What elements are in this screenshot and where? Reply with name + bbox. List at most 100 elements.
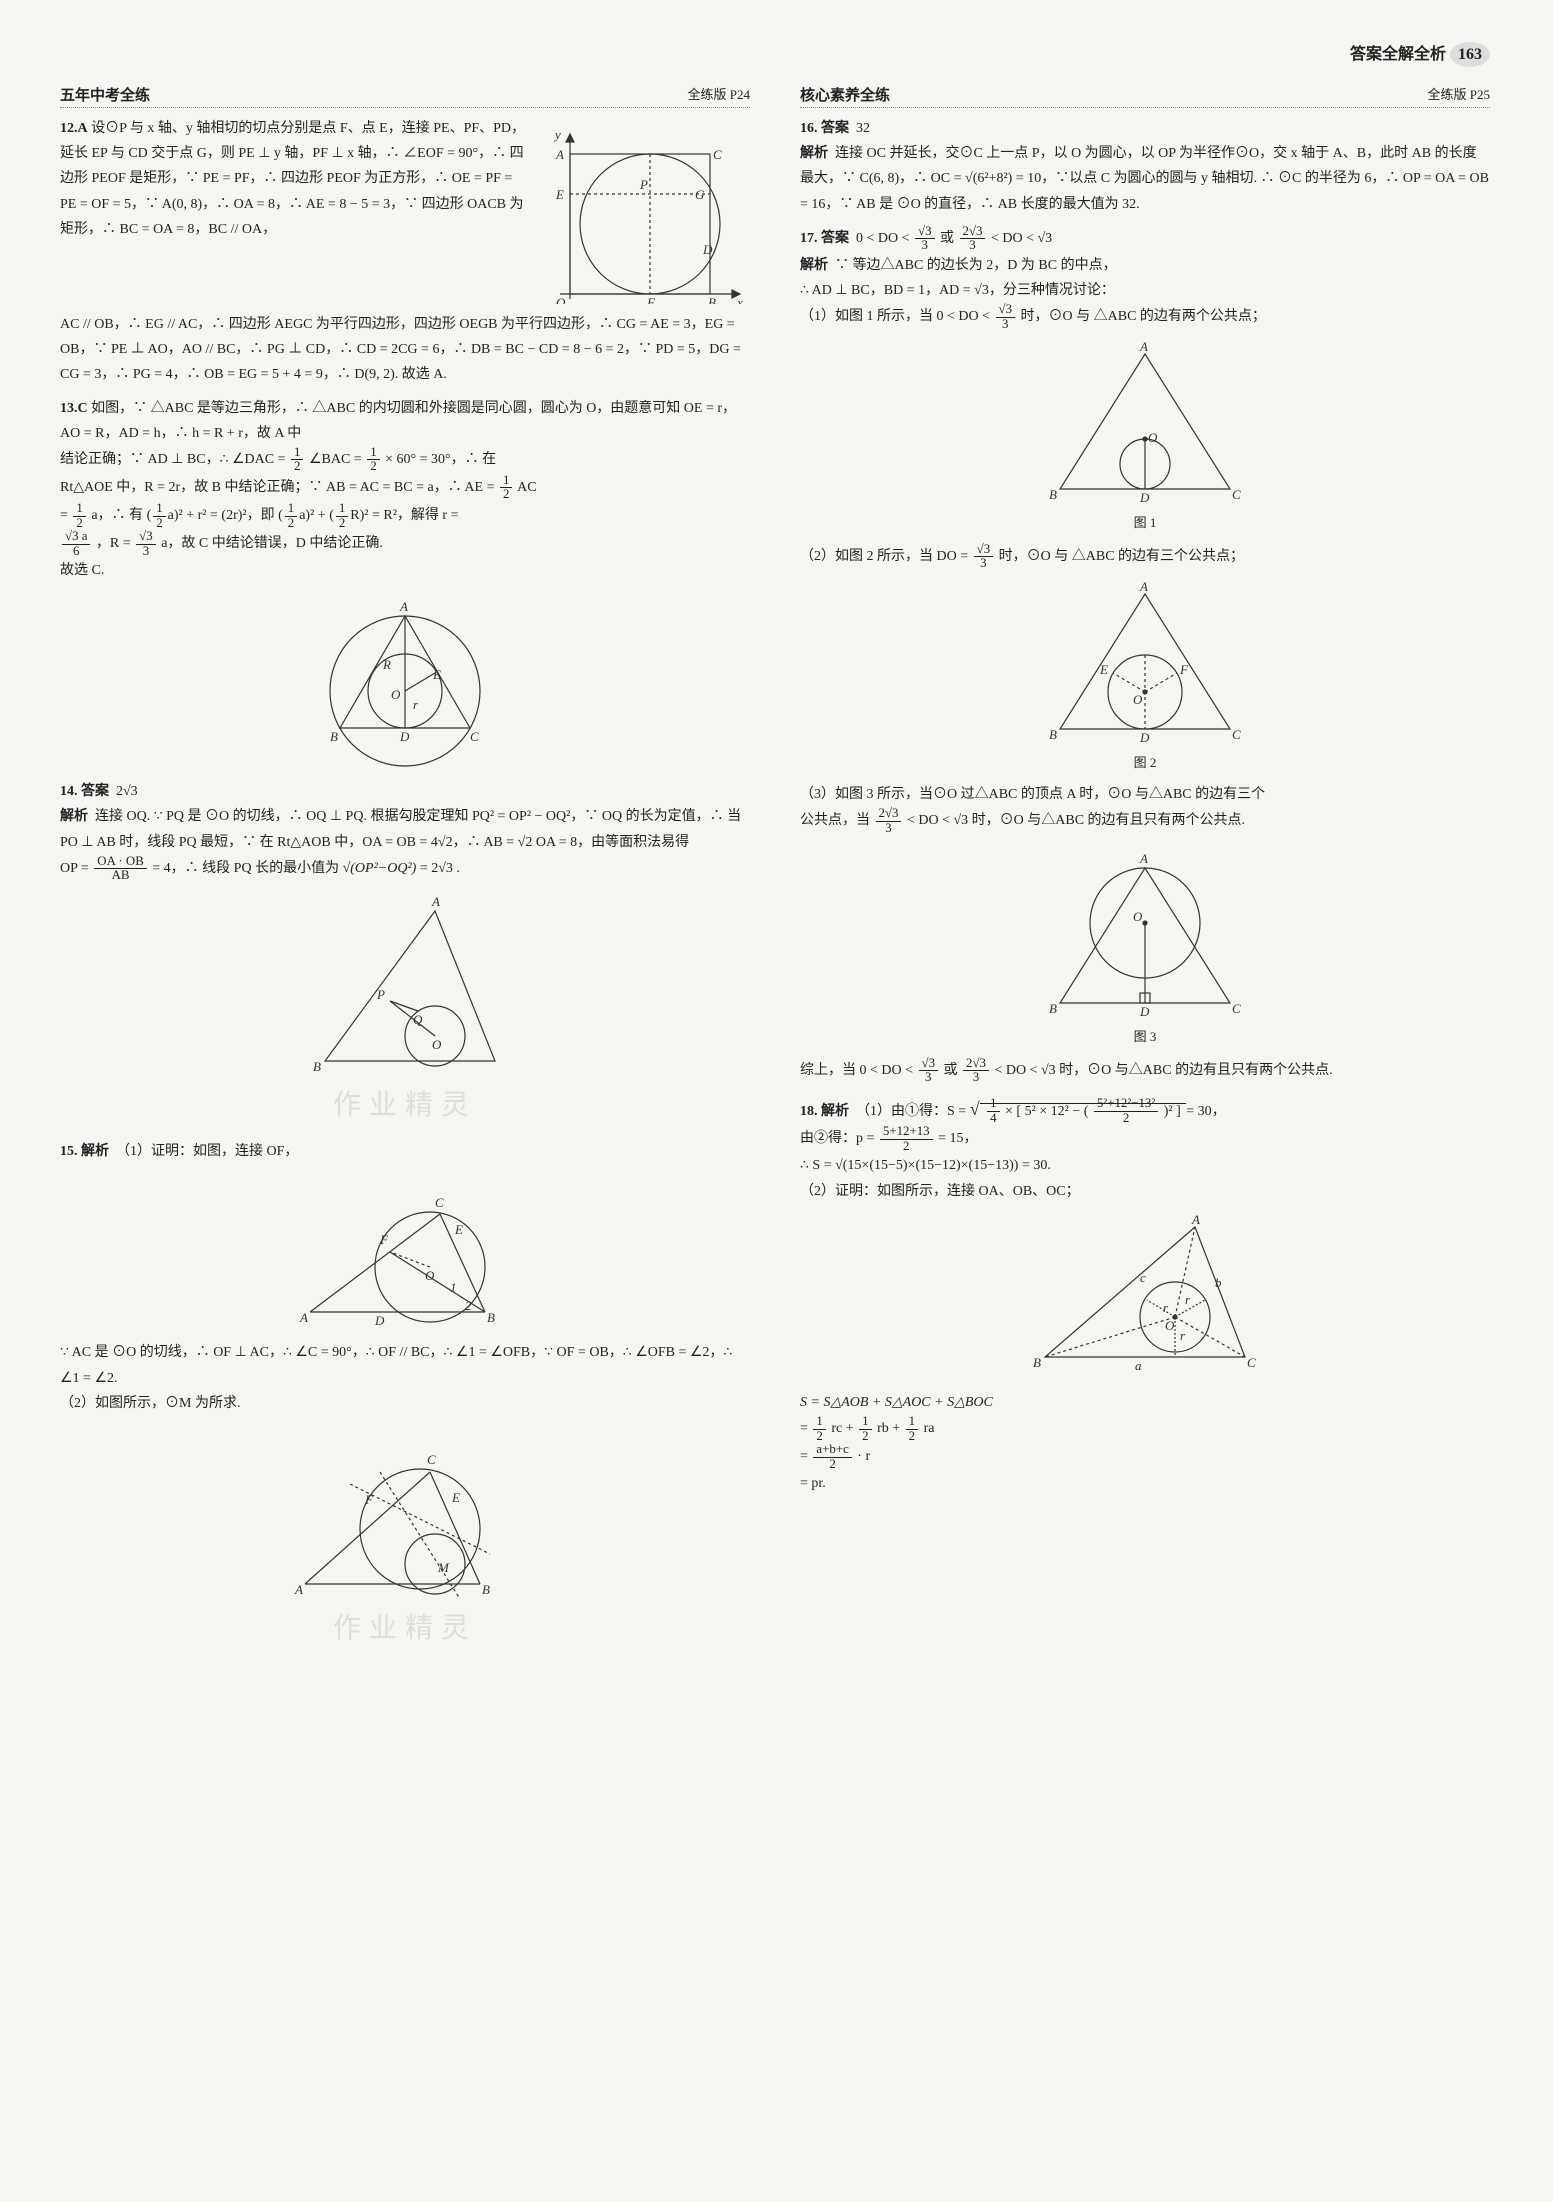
svg-text:B: B: [330, 729, 338, 744]
svg-text:A: A: [299, 1310, 308, 1325]
q15-figure-2: C F E A M B 作业精灵: [60, 1424, 750, 1654]
page-body: 五年中考全练 全练版 P24 12.A 设⊙P 与 x 轴、y 轴相切的切点分别…: [60, 84, 1490, 1662]
q15-body-b: ∵ AC 是 ⊙O 的切线，∴ OF ⊥ AC，∴ ∠C = 90°，∴ OF …: [60, 1340, 750, 1390]
q13: 13.C 如图，∵ △ABC 是等边三角形，∴ △ABC 的内切圆和外接圆是同心…: [60, 396, 750, 772]
svg-text:c: c: [1140, 1270, 1146, 1285]
svg-text:P: P: [376, 987, 385, 1002]
svg-text:1: 1: [450, 1280, 457, 1295]
q17-body-h: 公共点，当: [800, 813, 870, 828]
svg-text:r: r: [1185, 1292, 1191, 1307]
right-column: 核心素养全练 全练版 P25 16. 答案 32 解析 连接 OC 并延长，交⊙…: [800, 84, 1490, 1662]
q18-body-m: · r: [857, 1449, 870, 1464]
svg-text:F: F: [364, 1492, 374, 1507]
q14-body-a: 连接 OQ. ∵ PQ 是 ⊙O 的切线，∴ OQ ⊥ PQ. 根据勾股定理知 …: [60, 809, 741, 849]
svg-text:O: O: [1165, 1318, 1175, 1333]
q13-body-a: 如图，∵ △ABC 是等边三角形，∴ △ABC 的内切圆和外接圆是同心圆，圆心为…: [60, 401, 736, 441]
svg-text:M: M: [437, 1560, 450, 1575]
q17-fig3-cap: 图 3: [800, 1025, 1490, 1048]
q14-num: 14.: [60, 784, 78, 799]
q17-body-c: （1）如图 1 所示，当 0 < DO <: [800, 309, 990, 324]
svg-text:O: O: [556, 295, 566, 304]
q17-ans-label: 答案: [821, 231, 849, 246]
q17-fig2-cap: 图 2: [800, 751, 1490, 774]
q17-exp-label: 解析: [800, 258, 828, 273]
q14-figure: A P Q B O 作业精灵: [60, 891, 750, 1131]
q14-body-c: = 4，∴ 线段 PQ 长的最小值为: [152, 861, 342, 876]
q13-body-c: ∠BAC =: [309, 452, 362, 467]
q18-num: 18.: [800, 1104, 818, 1119]
watermark-1: 作业精灵: [60, 1081, 750, 1131]
svg-text:C: C: [470, 729, 479, 744]
svg-text:D: D: [399, 729, 410, 744]
svg-text:2: 2: [465, 1298, 472, 1313]
q12-body-a: 设⊙P 与 x 轴、y 轴相切的切点分别是点 F、点 E，连接 PE、PF、PD…: [60, 121, 525, 237]
q12: 12.A 设⊙P 与 x 轴、y 轴相切的切点分别是点 F、点 E，连接 PE、…: [60, 116, 750, 388]
q15-num: 15.: [60, 1144, 78, 1159]
svg-text:A: A: [399, 599, 408, 614]
q13-body-f: AC: [517, 480, 536, 495]
q16-ans: 32: [856, 121, 870, 136]
q18-body-h: =: [800, 1421, 808, 1436]
q17-body-l: < DO < √3 时，⊙O 与△ABC 的边有且只有两个公共点.: [994, 1063, 1332, 1078]
q13-body-e: Rt△AOE 中，R = 2r，故 B 中结论正确；∵ AB = AC = BC…: [60, 480, 495, 495]
q17-figure-2: A E F O B D C 图 2: [800, 579, 1490, 774]
right-section-head: 核心素养全练 全练版 P25: [800, 84, 1490, 108]
q15-exp-label: 解析: [81, 1144, 109, 1159]
q18-body-b: = 30，: [1186, 1104, 1225, 1119]
svg-text:G: G: [695, 187, 705, 202]
svg-text:C: C: [435, 1195, 444, 1210]
q13-body-m: a，故 C 中结论错误，D 中结论正确.: [161, 536, 383, 551]
q14-ans-label: 答案: [81, 784, 109, 799]
q13-body-g: =: [60, 508, 68, 523]
q17-figure-1: A O B D C 图 1: [800, 339, 1490, 534]
q14-exp-label: 解析: [60, 809, 88, 824]
svg-text:A: A: [555, 147, 564, 162]
svg-text:x: x: [736, 295, 743, 304]
q18-body-g: S = S△AOB + S△AOC + S△BOC: [800, 1390, 1490, 1415]
svg-text:b: b: [1215, 1275, 1222, 1290]
svg-text:y: y: [553, 127, 561, 142]
q12-body-b: AC // OB，∴ EG // AC，∴ 四边形 AEGC 为平行四边形，四边…: [60, 312, 750, 388]
q15-figure-1: C E F O 1 2 A D B: [60, 1172, 750, 1332]
svg-text:C: C: [1232, 487, 1241, 502]
q17-body-j: 综上，当 0 < DO <: [800, 1063, 913, 1078]
q13-body-j: +: [318, 508, 326, 523]
left-section-ref: 全练版 P24: [688, 84, 750, 105]
svg-text:O: O: [1133, 909, 1143, 924]
svg-text:O: O: [1148, 430, 1158, 445]
svg-text:r: r: [413, 697, 419, 712]
q18-body-d: = 15，: [938, 1132, 977, 1147]
svg-text:A: A: [294, 1582, 303, 1597]
svg-text:a: a: [1135, 1358, 1142, 1373]
q13-body-d: × 60° = 30°，∴ 在: [385, 452, 496, 467]
q17-figure-3: A O B D C 图 3: [800, 843, 1490, 1048]
q16-body: 连接 OC 并延长，交⊙C 上一点 P，以 O 为圆心，以 OP 为半径作⊙O，…: [800, 146, 1489, 211]
svg-text:E: E: [432, 667, 441, 682]
svg-text:B: B: [1049, 727, 1057, 742]
q13-figure: A R E O r B D C: [60, 591, 750, 771]
svg-text:O: O: [391, 687, 401, 702]
q17-body-i: < DO < √3 时，⊙O 与△ABC 的边有且只有两个公共点.: [907, 813, 1245, 828]
q13-num: 13.C: [60, 401, 88, 416]
q15: 15. 解析 （1）证明：如图，连接 OF， C E: [60, 1139, 750, 1654]
svg-text:Q: Q: [413, 1012, 423, 1027]
svg-text:r: r: [1180, 1328, 1186, 1343]
q14-ans: 2√3: [116, 784, 138, 799]
svg-text:A: A: [431, 894, 440, 909]
q17: 17. 答案 0 < DO < √33 或 2√33 < DO < √3 解析 …: [800, 225, 1490, 1085]
svg-text:A: A: [1139, 579, 1148, 594]
q17-fig1-cap: 图 1: [800, 511, 1490, 534]
svg-text:E: E: [451, 1490, 460, 1505]
q16-ans-label: 答案: [821, 121, 849, 136]
q13-body-i: + r² = (2r)²，即: [186, 508, 274, 523]
q13-body-k: = R²，解得 r =: [372, 508, 459, 523]
svg-text:C: C: [1232, 727, 1241, 742]
svg-text:D: D: [374, 1313, 385, 1328]
q16-num: 16.: [800, 121, 818, 136]
q17-ans-a: 0 < DO <: [856, 231, 910, 246]
q15-body-a: （1）证明：如图，连接 OF，: [116, 1144, 298, 1159]
q14-body-d: = 2√3 .: [420, 861, 460, 876]
q17-ans-c: < DO < √3: [991, 231, 1052, 246]
q17-ans-b: 或: [940, 231, 954, 246]
q18-body-f: （2）证明：如图所示，连接 OA、OB、OC；: [800, 1179, 1490, 1204]
